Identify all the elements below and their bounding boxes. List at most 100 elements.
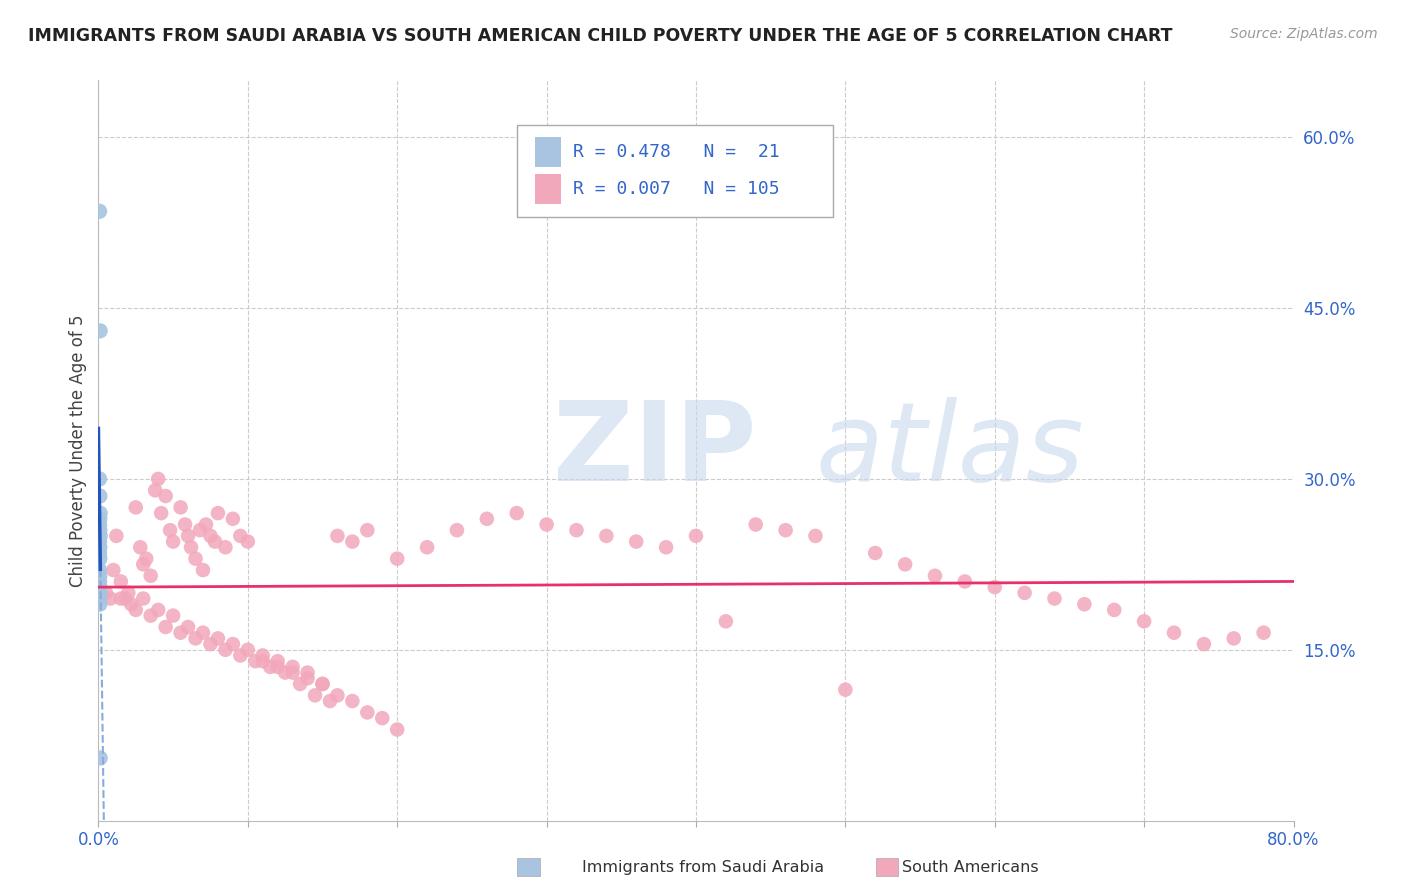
Point: [200, 637, 222, 651]
Point: [200, 529, 222, 543]
Point: [125, 500, 148, 515]
Point: [207, 632, 229, 646]
Point: [745, 517, 768, 532]
Point: [148, 472, 170, 486]
Point: [94, 586, 117, 600]
Point: [89, 204, 111, 219]
Point: [169, 500, 191, 515]
Text: Source: ZipAtlas.com: Source: ZipAtlas.com: [1230, 27, 1378, 41]
Point: [714, 615, 737, 629]
Point: [162, 608, 184, 623]
Point: [297, 671, 319, 685]
Point: [1073, 597, 1095, 611]
Point: [1163, 625, 1185, 640]
Point: [89, 586, 111, 600]
Point: [356, 706, 378, 720]
Point: [89, 580, 111, 594]
Point: [304, 689, 326, 703]
Point: [150, 506, 173, 520]
Point: [159, 523, 181, 537]
Point: [105, 529, 128, 543]
Point: [110, 574, 132, 589]
Point: [155, 620, 177, 634]
Point: [184, 551, 207, 566]
Point: [281, 660, 304, 674]
Point: [229, 529, 252, 543]
Point: [89, 324, 111, 338]
Point: [475, 512, 498, 526]
Point: [184, 632, 207, 646]
Point: [385, 551, 409, 566]
Point: [148, 603, 170, 617]
Point: [236, 642, 259, 657]
Point: [110, 591, 132, 606]
Point: [311, 677, 333, 691]
Point: [180, 541, 202, 555]
Point: [143, 483, 166, 498]
Point: [281, 665, 304, 680]
Point: [89, 472, 111, 486]
Point: [267, 654, 290, 668]
Point: [222, 512, 245, 526]
Point: [204, 534, 226, 549]
Point: [120, 597, 142, 611]
Point: [98, 591, 122, 606]
Point: [177, 529, 200, 543]
Point: [685, 529, 707, 543]
Point: [536, 517, 558, 532]
Point: [177, 620, 200, 634]
Point: [894, 558, 917, 572]
Point: [103, 563, 125, 577]
Point: [1223, 632, 1246, 646]
Text: ZIP: ZIP: [553, 397, 756, 504]
Point: [191, 563, 214, 577]
Point: [89, 517, 111, 532]
Point: [155, 489, 177, 503]
Point: [274, 665, 297, 680]
Point: [865, 546, 887, 560]
Point: [924, 568, 946, 582]
Point: [1104, 603, 1126, 617]
Point: [259, 660, 281, 674]
Point: [125, 603, 148, 617]
Point: [214, 541, 236, 555]
Point: [252, 654, 274, 668]
Text: R = 0.478   N =  21: R = 0.478 N = 21: [572, 143, 779, 161]
Point: [311, 677, 333, 691]
FancyBboxPatch shape: [534, 137, 561, 167]
Point: [385, 723, 409, 737]
Point: [371, 711, 394, 725]
Point: [207, 506, 229, 520]
Point: [1043, 591, 1066, 606]
Text: IMMIGRANTS FROM SAUDI ARABIA VS SOUTH AMERICAN CHILD POVERTY UNDER THE AGE OF 5 : IMMIGRANTS FROM SAUDI ARABIA VS SOUTH AM…: [28, 27, 1173, 45]
Point: [89, 563, 111, 577]
Point: [356, 523, 378, 537]
Point: [132, 591, 155, 606]
Point: [326, 689, 349, 703]
Point: [117, 586, 139, 600]
Point: [297, 665, 319, 680]
Point: [132, 558, 155, 572]
Point: [169, 625, 191, 640]
Point: [775, 523, 797, 537]
Point: [626, 534, 648, 549]
Point: [319, 694, 342, 708]
Point: [214, 642, 236, 657]
Point: [416, 541, 439, 555]
Point: [655, 541, 678, 555]
Point: [984, 580, 1007, 594]
Y-axis label: Child Poverty Under the Age of 5: Child Poverty Under the Age of 5: [69, 314, 87, 587]
Point: [89, 534, 111, 549]
Point: [236, 534, 259, 549]
Point: [595, 529, 617, 543]
Text: South Americans: South Americans: [901, 860, 1039, 874]
Point: [89, 489, 111, 503]
Point: [114, 591, 136, 606]
Point: [89, 512, 111, 526]
Point: [129, 541, 152, 555]
Point: [222, 637, 245, 651]
Point: [245, 654, 267, 668]
Point: [89, 568, 111, 582]
Point: [953, 574, 976, 589]
Point: [229, 648, 252, 663]
